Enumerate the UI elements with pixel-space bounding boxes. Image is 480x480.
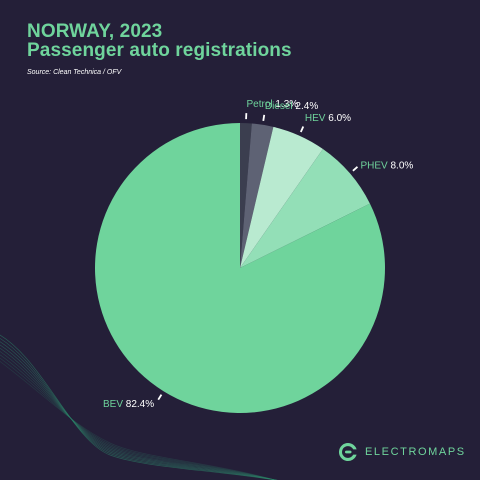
- source-note: Source: Clean Technica / OFV: [27, 69, 122, 76]
- label-phev-category: PHEV: [360, 160, 390, 171]
- wave-line: [0, 344, 278, 480]
- label-bev-category: BEV: [103, 399, 126, 410]
- tick-diesel: [262, 114, 266, 121]
- label-phev: PHEV 8.0%: [360, 160, 413, 171]
- wave-decoration: [0, 334, 278, 480]
- label-hev: HEV 6.0%: [305, 113, 351, 124]
- wave-line: [0, 360, 277, 480]
- pie-slices: [94, 123, 385, 413]
- label-ticks: [157, 113, 359, 401]
- label-petrol-value: 1.3%: [275, 99, 298, 110]
- tick-hev: [300, 126, 305, 133]
- slice-phev: [240, 149, 370, 268]
- label-petrol: Petrol 1.3%: [246, 99, 298, 110]
- chart-subtitle: Passenger auto registrations: [27, 40, 292, 61]
- label-diesel-value: 2.4%: [295, 101, 318, 112]
- wave-line: [0, 357, 277, 480]
- label-hev-value: 6.0%: [328, 113, 351, 124]
- slice-labels: Petrol 1.3%Diesel 2.4%HEV 6.0% PHEV 8.0% B…: [103, 99, 413, 410]
- slice-hev: [240, 126, 323, 268]
- tick-phev: [352, 166, 359, 172]
- label-bev: BEV 82.4%: [103, 399, 154, 410]
- tick-bev: [157, 394, 163, 401]
- label-bev-value: 82.4%: [126, 399, 154, 410]
- brand: ELECTROMAPS: [338, 442, 466, 462]
- electromaps-logo-icon: [338, 443, 357, 461]
- slice-petrol: [240, 123, 252, 268]
- wave-line: [0, 354, 277, 480]
- slice-bev: [94, 123, 385, 413]
- label-petrol-category: Petrol: [246, 99, 275, 110]
- label-hev-category: HEV: [305, 113, 328, 124]
- wave-line: [0, 337, 278, 480]
- brand-name: ELECTROMAPS: [365, 446, 466, 458]
- label-diesel: Diesel 2.4%: [265, 101, 318, 112]
- wave-line: [0, 341, 278, 480]
- label-diesel-category: Diesel: [265, 101, 296, 112]
- slice-diesel: [240, 123, 274, 268]
- chart-title: NORWAY, 2023: [27, 21, 163, 42]
- wave-line: [0, 351, 277, 480]
- label-phev-value: 8.0%: [391, 160, 414, 171]
- wave-line: [0, 347, 278, 480]
